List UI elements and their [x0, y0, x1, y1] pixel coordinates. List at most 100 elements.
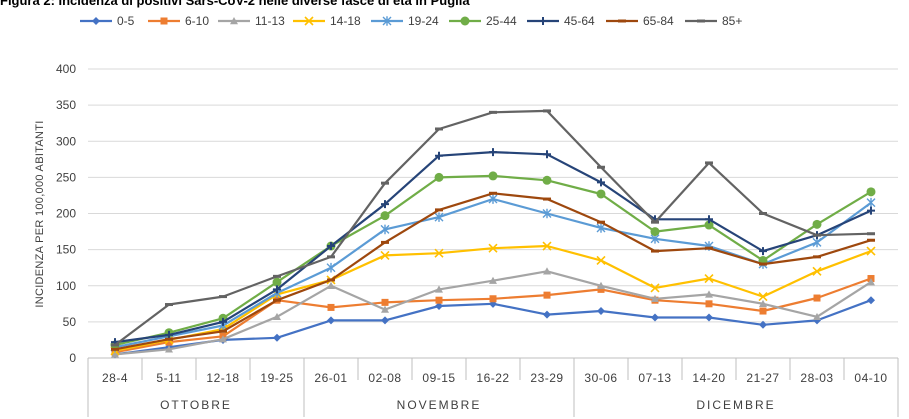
legend: 0-5 6-10 11-13 14-18 19-24 25-44 45-64 65-84 85+: [80, 14, 742, 28]
data-point: [866, 246, 876, 256]
data-point: [812, 266, 822, 276]
data-point: [327, 278, 335, 282]
y-axis-ticks: 0 50 100 150 200 250 300 350 400: [56, 62, 76, 365]
data-point: [759, 212, 767, 215]
data-point: [382, 16, 392, 26]
data-point: [381, 181, 389, 185]
legend-item: 6-10: [148, 14, 209, 28]
data-point: [543, 310, 551, 319]
x-tick-label: 04-10: [854, 371, 887, 385]
data-point: [273, 285, 281, 294]
data-point: [489, 295, 497, 303]
data-point: [111, 350, 119, 358]
data-point: [327, 281, 335, 289]
legend-label: 0-5: [117, 14, 135, 28]
series-85_: [111, 109, 875, 347]
chart-title: Figura 2: Incidenza di positivi Sars-CoV…: [0, 0, 470, 8]
data-point: [651, 249, 659, 253]
data-point: [597, 285, 605, 293]
data-point: [867, 232, 875, 236]
legend-label: 45-64: [564, 14, 595, 28]
y-tick-label: 300: [56, 134, 76, 148]
x-tick-label: 28-03: [800, 371, 833, 385]
legend-label: 65-84: [643, 14, 674, 28]
legend-label: 85+: [722, 14, 742, 28]
data-point: [759, 299, 767, 308]
data-point: [111, 347, 119, 351]
data-point: [705, 215, 713, 224]
data-point: [651, 220, 659, 224]
data-point: [813, 312, 821, 321]
data-point: [543, 109, 551, 113]
data-point: [867, 296, 875, 305]
data-point: [539, 17, 547, 25]
y-tick-label: 50: [63, 315, 77, 329]
data-point: [758, 292, 768, 302]
data-point: [219, 295, 227, 299]
data-point: [489, 148, 497, 157]
data-point: [489, 110, 497, 114]
data-point: [435, 127, 443, 131]
data-point: [705, 246, 713, 250]
data-point: [435, 285, 443, 293]
data-point: [434, 172, 444, 182]
data-point: [596, 255, 606, 266]
data-point: [542, 241, 552, 251]
data-point: [488, 194, 498, 204]
data-point: [705, 161, 713, 165]
y-axis-label: INCIDENZA PER 100,000 ABITANTI: [34, 120, 46, 307]
data-point: [304, 16, 314, 26]
data-point: [812, 219, 822, 229]
x-tick-label: 02-08: [368, 371, 401, 385]
data-point: [705, 290, 713, 298]
data-point: [435, 208, 443, 212]
data-point: [866, 197, 876, 208]
x-group-label: OTTOBRE: [160, 398, 232, 412]
data-point: [597, 281, 605, 289]
x-group-label: NOVEMBRE: [397, 398, 482, 412]
data-point: [488, 171, 498, 181]
data-point: [160, 17, 168, 25]
data-point: [866, 187, 876, 197]
x-tick-label: 07-13: [638, 371, 671, 385]
data-point: [327, 242, 335, 251]
data-point: [867, 206, 875, 215]
data-point: [381, 200, 389, 209]
data-point: [651, 294, 659, 302]
data-point: [596, 223, 606, 233]
legend-item: 14-18: [293, 14, 361, 28]
x-tick-label: 09-15: [422, 371, 455, 385]
data-point: [165, 345, 173, 353]
data-point: [618, 19, 626, 23]
data-point: [542, 175, 552, 185]
x-group-label: DICEMBRE: [696, 398, 775, 412]
data-point: [813, 255, 821, 259]
data-point: [381, 298, 389, 306]
data-point: [759, 262, 767, 266]
data-point: [326, 262, 336, 273]
data-point: [380, 224, 390, 235]
series-11_13: [111, 267, 875, 358]
data-point: [542, 208, 552, 219]
y-tick-label: 400: [56, 62, 76, 76]
data-point: [273, 312, 281, 321]
data-point: [327, 303, 335, 311]
x-axis-groups: OTTOBRE NOVEMBRE DICEMBRE: [160, 398, 775, 412]
data-point: [704, 273, 714, 284]
data-point: [705, 313, 713, 322]
data-point: [380, 211, 390, 221]
data-point: [219, 335, 227, 343]
x-tick-label: 28-4: [102, 371, 128, 385]
data-point: [435, 301, 443, 310]
y-tick-label: 0: [69, 351, 76, 365]
series-65_84: [111, 191, 875, 351]
y-tick-label: 250: [56, 170, 76, 184]
data-point: [219, 329, 227, 333]
data-point: [435, 296, 443, 304]
data-point: [813, 294, 821, 302]
data-point: [704, 220, 714, 230]
data-point: [651, 313, 659, 322]
data-point: [381, 305, 389, 313]
x-axis-ticks: 28-4 5-11 12-18 19-25 26-01 02-08 09-15 16-22 23…: [102, 371, 887, 385]
